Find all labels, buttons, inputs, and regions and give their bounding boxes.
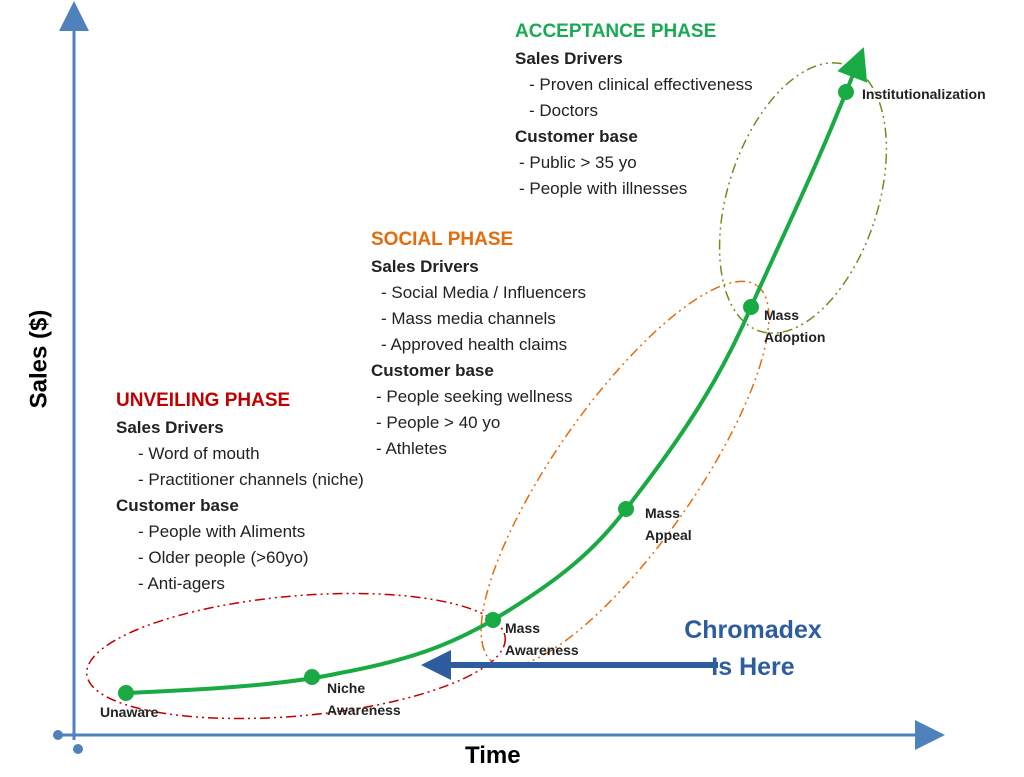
item: - People with illnesses — [519, 179, 688, 198]
phase-ellipse — [480, 280, 770, 668]
phase-block: ACCEPTANCE PHASE Sales Drivers - Proven … — [515, 18, 753, 202]
origin-dot — [53, 730, 63, 740]
item: - Proven clinical effectiveness — [529, 75, 753, 94]
stage-label: Niche Awareness — [327, 680, 401, 718]
stage-label: Institutionalization — [862, 86, 986, 102]
stage-dots — [118, 84, 854, 701]
item: - People seeking wellness — [376, 387, 573, 406]
heading: Customer base — [515, 127, 638, 146]
item: - Doctors — [529, 101, 598, 120]
heading: Sales Drivers — [116, 418, 224, 437]
stage-dot — [618, 501, 634, 517]
item: - Mass media channels — [381, 309, 556, 328]
stage-dot — [304, 669, 320, 685]
item: - Practitioner channels (niche) — [138, 470, 364, 489]
item: - Athletes — [376, 439, 447, 458]
stage-label: Mass Adoption — [764, 307, 826, 345]
heading: Customer base — [371, 361, 494, 380]
item: - Anti-agers — [138, 574, 225, 593]
stage-label: Mass Awareness — [505, 620, 579, 658]
callout: Chromadex Is Here — [684, 616, 822, 681]
item: - People with Aliments — [138, 522, 306, 541]
heading: Customer base — [116, 496, 239, 515]
stage-label: Mass Appeal — [645, 505, 692, 543]
phase-ellipse — [85, 592, 507, 720]
growth-curve — [125, 47, 868, 695]
phase-title: SOCIAL PHASE — [371, 229, 514, 250]
phase-title: UNVEILING PHASE — [116, 390, 291, 411]
item: - Public > 35 yo — [519, 153, 637, 172]
heading: Sales Drivers — [515, 49, 623, 68]
x-axis-label: Time — [465, 742, 521, 769]
phase-title: ACCEPTANCE PHASE — [515, 21, 717, 42]
stage-dot — [743, 299, 759, 315]
y-axis-label: Sales ($) — [25, 309, 53, 409]
item: - Approved health claims — [381, 335, 568, 354]
heading: Sales Drivers — [371, 257, 479, 276]
item: - Word of mouth — [138, 444, 260, 463]
stage-dot — [118, 685, 134, 701]
phase-block: UNVEILING PHASE Sales Drivers - Word of … — [116, 387, 364, 597]
origin-dot — [73, 744, 83, 754]
item: - People > 40 yo — [376, 413, 501, 432]
stage-dot — [485, 612, 501, 628]
stage-label: Unaware — [100, 704, 159, 720]
item: - Older people (>60yo) — [138, 548, 309, 567]
phase-block: SOCIAL PHASE Sales Drivers - Social Medi… — [371, 226, 586, 462]
stage-dot — [838, 84, 854, 100]
item: - Social Media / Influencers — [381, 283, 587, 302]
